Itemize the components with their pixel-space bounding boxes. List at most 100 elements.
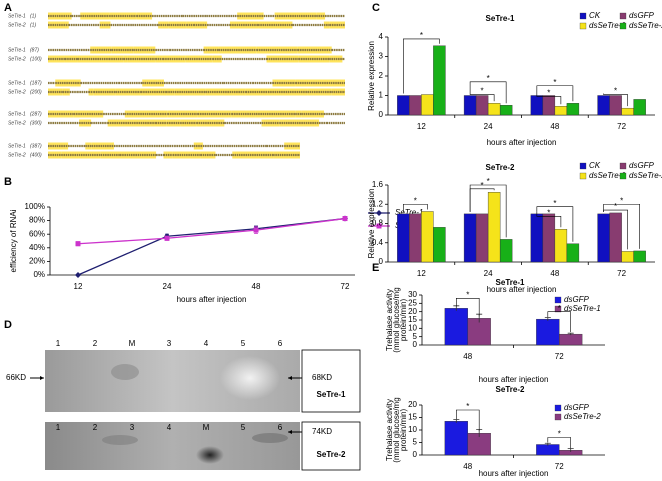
sequence-position: (300) bbox=[30, 120, 42, 126]
y-tick-label: 5 bbox=[413, 438, 418, 447]
y-tick-label: 2 bbox=[379, 71, 384, 80]
sequence-name: SeTre-1 bbox=[8, 143, 26, 149]
significance-bracket bbox=[536, 85, 574, 102]
match-highlight bbox=[167, 110, 198, 118]
x-axis-label: hours after injection bbox=[479, 375, 549, 384]
y-axis-label: Trehalase activity bbox=[385, 289, 394, 351]
significance-label: * bbox=[481, 87, 484, 96]
sequence-position: (100) bbox=[30, 56, 42, 62]
panel-letter: B bbox=[4, 176, 12, 188]
y-tick-label: 0 bbox=[379, 110, 384, 119]
significance-bracket bbox=[547, 311, 571, 333]
x-tick-label: 48 bbox=[463, 352, 472, 361]
significance-bracket bbox=[456, 298, 480, 317]
legend-label: dsSeTre-2 bbox=[629, 171, 662, 180]
gel bbox=[45, 422, 300, 470]
y-axis-label: Relative expression bbox=[367, 41, 376, 111]
y-tick-label: 1.2 bbox=[372, 199, 384, 208]
match-highlight bbox=[115, 88, 141, 96]
significance-label: * bbox=[466, 402, 469, 411]
match-highlight bbox=[255, 110, 296, 118]
x-tick-label: 72 bbox=[555, 462, 564, 471]
legend-label: dsGFP bbox=[564, 295, 590, 304]
x-tick-label: 48 bbox=[463, 462, 472, 471]
bar bbox=[444, 421, 468, 456]
error-bar bbox=[567, 448, 574, 452]
legend-label: dsGFP bbox=[629, 11, 655, 20]
y-tick-label: 20 bbox=[408, 400, 417, 409]
legend-label: dsSeTre-1 bbox=[564, 304, 601, 313]
bar bbox=[536, 444, 560, 456]
bar bbox=[433, 227, 446, 263]
chart-title: SeTre-2 bbox=[486, 163, 515, 172]
significance-label: * bbox=[553, 199, 556, 208]
match-highlight bbox=[90, 46, 112, 54]
x-tick-label: 24 bbox=[484, 122, 493, 131]
bar bbox=[499, 105, 513, 116]
sequence-position: (400) bbox=[30, 152, 42, 158]
y-tick-label: 30 bbox=[408, 290, 417, 299]
lane-label: 2 bbox=[93, 423, 98, 432]
legend-label: dsGFP bbox=[564, 403, 590, 412]
x-axis-label: hours after injection bbox=[487, 285, 557, 294]
bar bbox=[597, 213, 610, 263]
legend-swatch bbox=[619, 172, 627, 180]
bar bbox=[621, 107, 634, 116]
lane-label: 5 bbox=[241, 339, 246, 348]
x-axis-label: hours after injection bbox=[177, 295, 247, 304]
bar bbox=[463, 95, 477, 116]
lane-label: M bbox=[203, 423, 210, 432]
alignment: SeTre-1 (1) SeTre-2 (1) SeTre-1 (87) SeTre-2 (1… bbox=[8, 12, 345, 159]
significance-bracket bbox=[469, 93, 495, 102]
error-bar bbox=[567, 332, 574, 336]
panel-letter: A bbox=[4, 2, 12, 14]
bar bbox=[633, 250, 646, 263]
significance-bracket bbox=[536, 206, 574, 242]
x-tick-label: 48 bbox=[252, 282, 261, 291]
bar bbox=[475, 95, 489, 116]
y-axis-label: Trehalase activity bbox=[385, 399, 394, 461]
lane-label: M bbox=[129, 339, 136, 348]
x-axis-label: hours after injection bbox=[487, 138, 557, 147]
match-highlight bbox=[295, 79, 300, 87]
bar bbox=[536, 318, 560, 346]
x-tick-label: 72 bbox=[617, 122, 626, 131]
sequence-name: SeTre-2 bbox=[8, 89, 26, 95]
lane-label: 4 bbox=[204, 339, 209, 348]
y-axis-label: (mmol glucose/mg bbox=[392, 287, 401, 352]
bar bbox=[409, 213, 422, 263]
point bbox=[342, 216, 348, 222]
lane-label: 2 bbox=[93, 339, 98, 348]
significance-label: * bbox=[420, 31, 423, 40]
bar bbox=[530, 213, 544, 263]
bar bbox=[475, 213, 489, 263]
significance-label: * bbox=[558, 304, 561, 313]
legend-swatch bbox=[579, 162, 587, 170]
y-tick-label: 0 bbox=[413, 340, 418, 349]
x-tick-label: 12 bbox=[417, 269, 426, 278]
sequence-position: (287) bbox=[30, 111, 42, 117]
significance-bracket bbox=[469, 81, 507, 104]
significance-label: * bbox=[481, 181, 484, 190]
legend-swatch bbox=[554, 305, 562, 313]
legend-swatch bbox=[554, 296, 562, 304]
bar bbox=[609, 212, 622, 263]
significance-label: * bbox=[414, 196, 417, 205]
y-tick-label: 0 bbox=[379, 257, 384, 266]
sequence-name: SeTre-2 bbox=[8, 120, 26, 126]
match-highlight bbox=[322, 79, 340, 87]
lane-label: 1 bbox=[56, 339, 61, 348]
arrow-head bbox=[288, 430, 292, 434]
point bbox=[75, 272, 81, 278]
bar bbox=[633, 99, 646, 116]
bar bbox=[566, 243, 580, 263]
y-tick-label: 15 bbox=[408, 413, 417, 422]
y-tick-label: 0% bbox=[33, 270, 45, 279]
frame bbox=[301, 421, 361, 471]
significance-bracket bbox=[403, 203, 428, 212]
y-axis-label: Relative expression bbox=[367, 189, 376, 259]
x-tick-label: 12 bbox=[417, 122, 426, 131]
match-highlight bbox=[329, 55, 343, 63]
y-tick-label: 1.6 bbox=[372, 180, 384, 189]
